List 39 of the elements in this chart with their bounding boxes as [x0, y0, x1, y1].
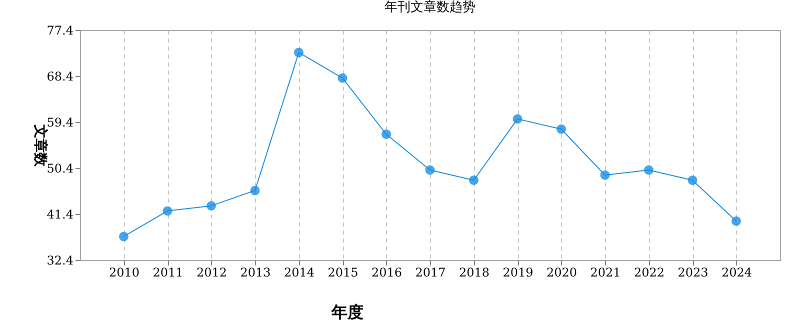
- point: [644, 165, 654, 175]
- y-tick-label: 32.4: [46, 254, 74, 268]
- y-tick-label: 68.4: [46, 70, 74, 84]
- y-tick-label: 77.4: [46, 24, 74, 38]
- y-tick-label: 41.4: [46, 208, 74, 222]
- point: [250, 186, 260, 196]
- x-tick-label: 2017: [415, 266, 446, 280]
- x-tick-label: 2012: [196, 266, 228, 280]
- x-tick-label: 2019: [502, 266, 534, 280]
- x-tick-label: 2016: [371, 266, 402, 280]
- point: [469, 176, 478, 185]
- point: [382, 130, 391, 139]
- x-tick-label: 2024: [721, 266, 752, 280]
- y-tick-label: 50.4: [46, 162, 74, 176]
- point: [119, 232, 128, 242]
- y-tick-label: 59.4: [46, 116, 74, 130]
- x-axis-title: 年度: [330, 302, 364, 322]
- x-tick-label: 2018: [458, 266, 490, 280]
- x-tick-label: 2020: [546, 266, 578, 280]
- x-tick-label: 2013: [240, 266, 271, 280]
- x-tick-label: 2010: [108, 266, 140, 280]
- point: [206, 201, 216, 211]
- point: [512, 114, 522, 124]
- point: [162, 206, 172, 216]
- x-tick-label: 2021: [590, 266, 621, 280]
- point: [732, 216, 741, 226]
- x-tick-label: 2023: [678, 266, 708, 280]
- point: [688, 176, 698, 185]
- point: [556, 124, 566, 134]
- x-tick-label: 2022: [634, 266, 665, 280]
- point: [294, 48, 304, 58]
- x-tick-label: 2014: [284, 266, 315, 280]
- point: [338, 73, 348, 83]
- x-tick-label: 2011: [152, 266, 184, 280]
- point: [425, 165, 435, 175]
- y-axis-title: 文章数: [32, 124, 49, 168]
- x-tick-label: 2015: [328, 266, 358, 280]
- point: [600, 170, 610, 180]
- chart-title: 年刊文章数趋势: [384, 0, 476, 15]
